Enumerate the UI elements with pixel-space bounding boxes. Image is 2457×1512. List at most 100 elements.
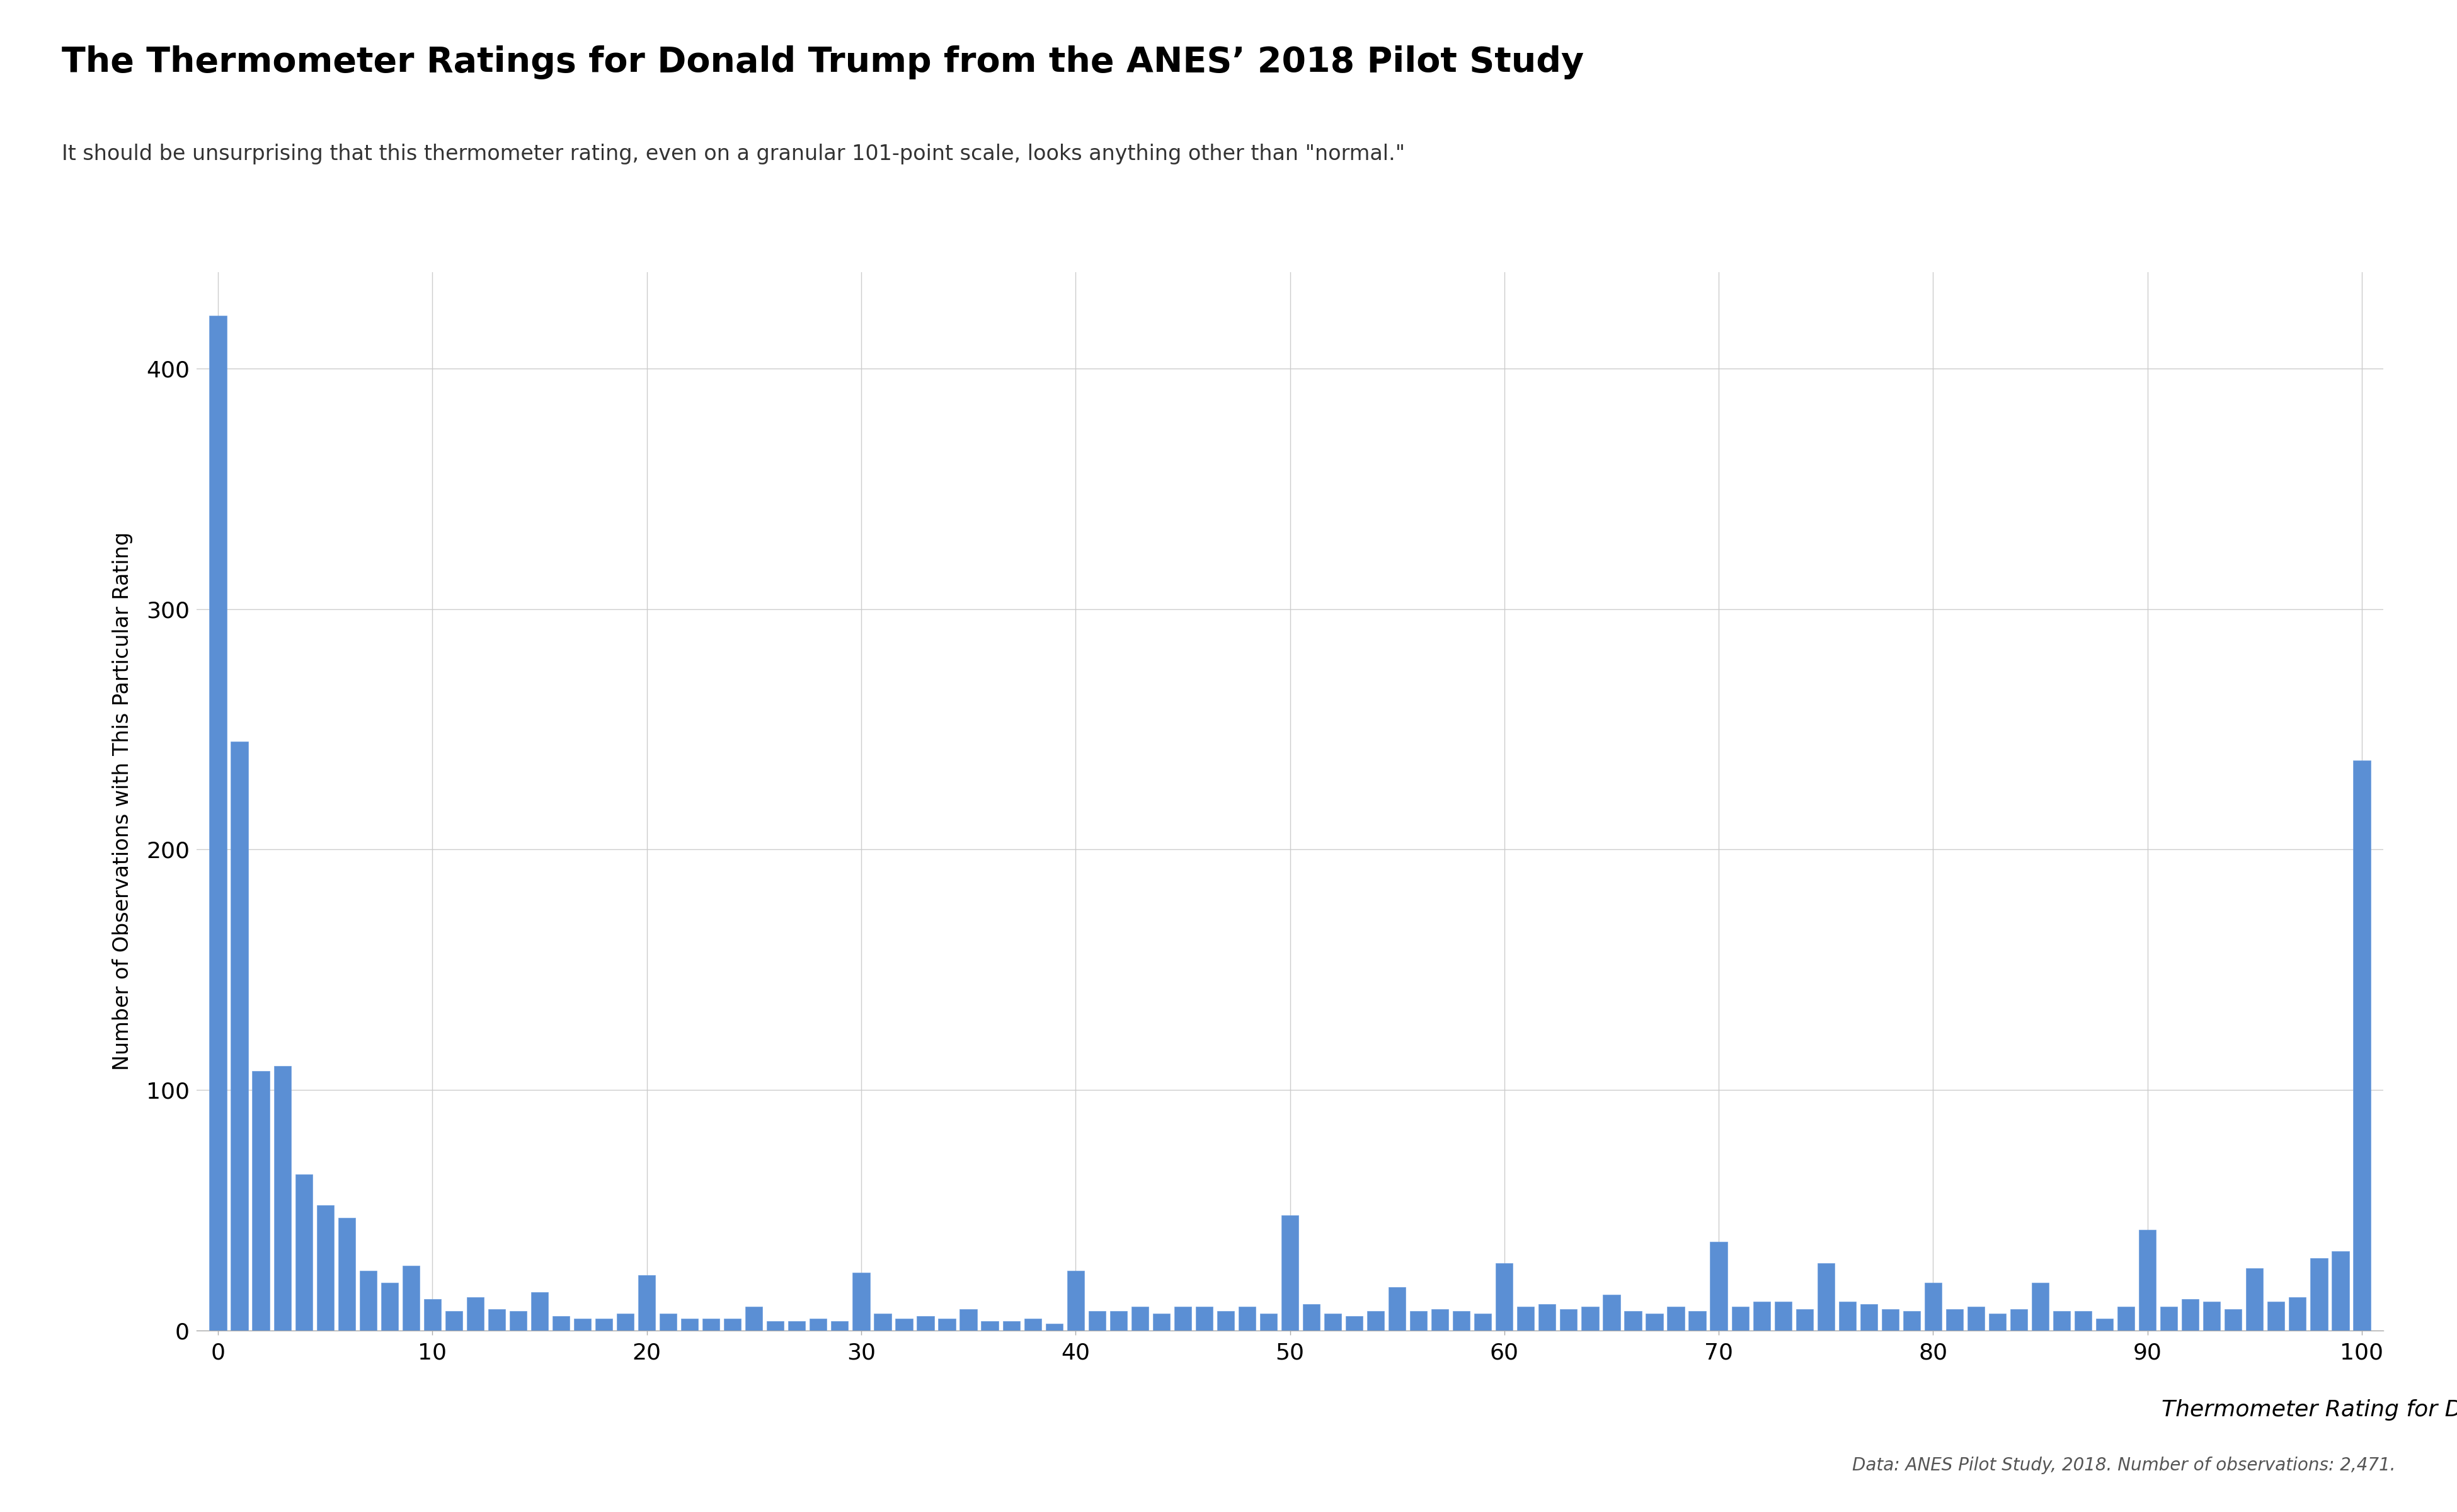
Bar (1968, 1306, 1985, 1331)
Bar (1366, 1311, 1383, 1331)
Bar (2246, 1269, 2263, 1331)
Bar (939, 1318, 956, 1331)
Bar (1260, 1314, 1278, 1331)
Bar (489, 1309, 506, 1331)
Bar (1066, 1270, 1084, 1331)
Bar (767, 1321, 784, 1331)
Bar (830, 1321, 848, 1331)
Text: The Thermometer Ratings for Donald Trump from the ANES’ 2018 Pilot Study: The Thermometer Ratings for Donald Trump… (61, 45, 1585, 79)
Bar (961, 1309, 978, 1331)
Bar (639, 1275, 656, 1331)
Bar (1602, 1294, 1619, 1331)
Bar (1946, 1309, 1963, 1331)
Bar (2054, 1311, 2071, 1331)
Bar (1838, 1302, 1855, 1331)
Bar (1152, 1314, 1170, 1331)
Text: Data: ANES Pilot Study, 2018. Number of observations: 2,471.: Data: ANES Pilot Study, 2018. Number of … (1853, 1456, 2396, 1474)
Bar (1688, 1311, 1705, 1331)
Bar (703, 1318, 720, 1331)
Bar (894, 1318, 912, 1331)
Bar (2310, 1258, 2327, 1331)
Bar (725, 1318, 742, 1331)
Bar (509, 1311, 526, 1331)
Bar (2074, 1311, 2091, 1331)
Bar (381, 1282, 398, 1331)
Bar (253, 1070, 270, 1331)
Bar (1860, 1303, 1877, 1331)
Bar (2332, 1252, 2349, 1331)
Bar (359, 1270, 376, 1331)
Bar (1818, 1263, 1835, 1331)
Bar (1646, 1314, 1663, 1331)
Bar (595, 1318, 612, 1331)
Bar (339, 1217, 356, 1331)
Bar (875, 1314, 892, 1331)
Bar (2290, 1297, 2307, 1331)
Bar (2118, 1306, 2135, 1331)
Bar (403, 1266, 420, 1331)
Bar (1710, 1241, 1727, 1331)
Bar (317, 1205, 334, 1331)
Bar (1047, 1323, 1064, 1331)
Bar (1732, 1306, 1749, 1331)
Bar (467, 1297, 484, 1331)
Bar (1496, 1263, 1514, 1331)
Bar (2140, 1229, 2157, 1331)
Bar (1904, 1311, 1921, 1331)
Bar (295, 1175, 312, 1331)
Bar (2354, 761, 2371, 1331)
Bar (2096, 1318, 2113, 1331)
Bar (1302, 1303, 1319, 1331)
Bar (1410, 1311, 1428, 1331)
Bar (1197, 1306, 1214, 1331)
Bar (1130, 1306, 1147, 1331)
Text: It should be unsurprising that this thermometer rating, even on a granular 101-p: It should be unsurprising that this ther… (61, 144, 1405, 165)
Bar (1388, 1287, 1405, 1331)
Bar (1538, 1303, 1555, 1331)
Bar (1582, 1306, 1600, 1331)
Bar (1882, 1309, 1899, 1331)
Bar (2204, 1302, 2221, 1331)
Bar (1796, 1309, 1813, 1331)
Bar (273, 1066, 290, 1331)
Bar (1174, 1306, 1192, 1331)
Bar (1216, 1311, 1233, 1331)
Bar (2010, 1309, 2027, 1331)
Bar (853, 1273, 870, 1331)
Bar (2160, 1306, 2177, 1331)
X-axis label: Thermometer Rating for Donald Trump: Thermometer Rating for Donald Trump (2162, 1400, 2457, 1421)
Bar (1346, 1315, 1364, 1331)
Bar (617, 1314, 634, 1331)
Bar (789, 1321, 806, 1331)
Bar (1025, 1318, 1042, 1331)
Bar (2032, 1282, 2049, 1331)
Bar (575, 1318, 592, 1331)
Bar (1774, 1302, 1791, 1331)
Bar (658, 1314, 676, 1331)
Bar (1088, 1311, 1106, 1331)
Bar (2268, 1302, 2285, 1331)
Bar (744, 1306, 762, 1331)
Bar (1324, 1314, 1342, 1331)
Bar (1111, 1311, 1128, 1331)
Bar (1432, 1309, 1450, 1331)
Bar (1924, 1282, 1941, 1331)
Bar (1452, 1311, 1469, 1331)
Bar (209, 316, 226, 1331)
Bar (423, 1299, 440, 1331)
Bar (811, 1318, 828, 1331)
Bar (1668, 1306, 1686, 1331)
Bar (916, 1315, 934, 1331)
Bar (1516, 1306, 1533, 1331)
Bar (2224, 1309, 2241, 1331)
Bar (1624, 1311, 1641, 1331)
Bar (553, 1315, 570, 1331)
Bar (1238, 1306, 1256, 1331)
Bar (980, 1321, 998, 1331)
Bar (445, 1311, 462, 1331)
Bar (1752, 1302, 1769, 1331)
Bar (1560, 1309, 1577, 1331)
Bar (1474, 1314, 1491, 1331)
Bar (531, 1293, 548, 1331)
Bar (681, 1318, 698, 1331)
